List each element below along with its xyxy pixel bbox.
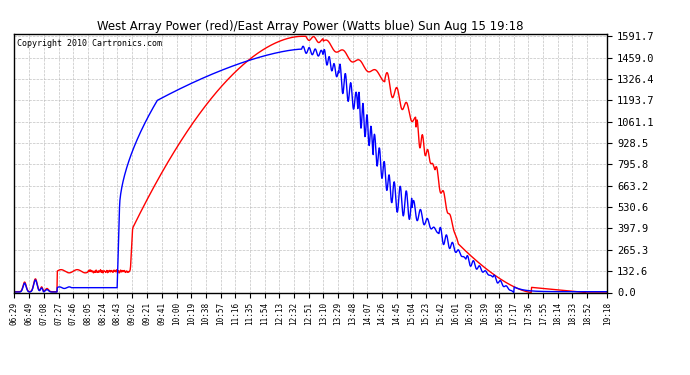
Text: Copyright 2010 Cartronics.com: Copyright 2010 Cartronics.com [17,39,161,48]
Title: West Array Power (red)/East Array Power (Watts blue) Sun Aug 15 19:18: West Array Power (red)/East Array Power … [97,20,524,33]
